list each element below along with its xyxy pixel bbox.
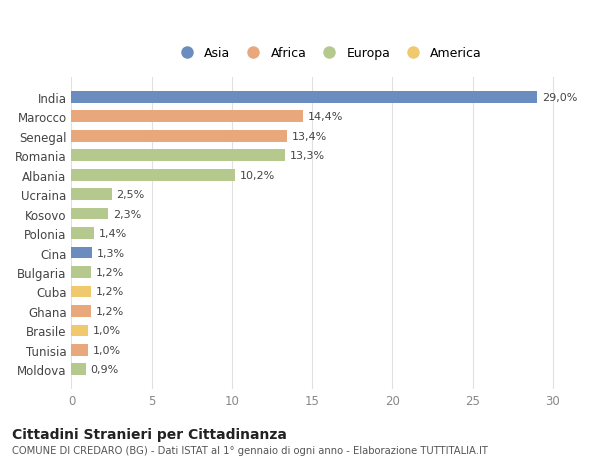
Text: 1,2%: 1,2% <box>95 306 124 316</box>
Bar <box>71 344 88 356</box>
Text: 29,0%: 29,0% <box>542 93 577 103</box>
Bar <box>71 131 287 142</box>
Bar <box>71 364 86 375</box>
Text: 1,0%: 1,0% <box>92 345 121 355</box>
Text: 2,5%: 2,5% <box>116 190 145 200</box>
Bar <box>71 150 285 162</box>
Bar <box>71 169 235 181</box>
Text: 14,4%: 14,4% <box>307 112 343 122</box>
Text: 1,3%: 1,3% <box>97 248 125 258</box>
Bar <box>71 267 91 278</box>
Text: 0,9%: 0,9% <box>91 364 119 375</box>
Bar <box>71 247 92 259</box>
Text: 1,2%: 1,2% <box>95 268 124 277</box>
Text: COMUNE DI CREDARO (BG) - Dati ISTAT al 1° gennaio di ogni anno - Elaborazione TU: COMUNE DI CREDARO (BG) - Dati ISTAT al 1… <box>12 446 488 455</box>
Legend: Asia, Africa, Europa, America: Asia, Africa, Europa, America <box>170 43 486 64</box>
Text: 1,0%: 1,0% <box>92 326 121 336</box>
Bar <box>71 189 112 201</box>
Text: 1,4%: 1,4% <box>99 229 127 239</box>
Text: 1,2%: 1,2% <box>95 287 124 297</box>
Text: 2,3%: 2,3% <box>113 209 142 219</box>
Bar <box>71 305 91 317</box>
Text: 13,4%: 13,4% <box>292 131 326 141</box>
Bar <box>71 286 91 297</box>
Bar <box>71 325 88 336</box>
Text: 13,3%: 13,3% <box>290 151 325 161</box>
Bar <box>71 208 109 220</box>
Bar <box>71 92 537 103</box>
Bar <box>71 111 302 123</box>
Bar <box>71 228 94 240</box>
Text: Cittadini Stranieri per Cittadinanza: Cittadini Stranieri per Cittadinanza <box>12 427 287 442</box>
Text: 10,2%: 10,2% <box>240 170 275 180</box>
